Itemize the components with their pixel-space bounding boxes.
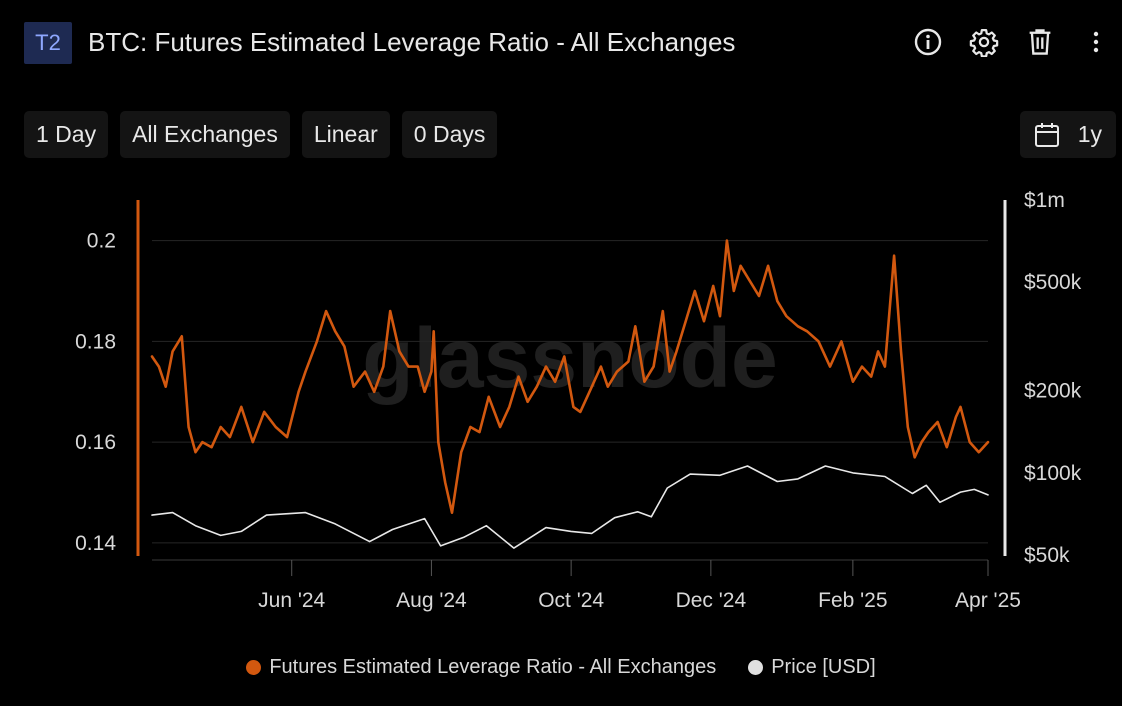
legend-item-leverage[interactable]: Futures Estimated Leverage Ratio - All E… [246, 656, 716, 679]
y-left-tick-label: 0.18 [75, 330, 116, 353]
legend-swatch [748, 660, 764, 675]
sma-selector[interactable]: 0 Days [401, 111, 498, 158]
header-actions [890, 24, 1114, 60]
y-right-tick-label: $500k [1024, 271, 1082, 294]
chart-title: BTC: Futures Estimated Leverage Ratio - … [88, 27, 736, 57]
legend-label: Price [USD] [771, 656, 876, 678]
gear-icon[interactable] [966, 24, 1002, 60]
y-right-tick-label: $200k [1024, 380, 1082, 403]
chart-legend: Futures Estimated Leverage Ratio - All E… [0, 656, 1122, 679]
y-left-tick-label: 0.16 [75, 431, 116, 454]
x-tick-label: Oct '24 [538, 589, 604, 612]
scale-selector[interactable]: Linear [301, 111, 390, 158]
y-right-tick-label: $100k [1024, 462, 1082, 485]
price-line [151, 465, 989, 549]
chart-tier-badge: T2 [24, 22, 72, 64]
exchange-selector[interactable]: All Exchanges [120, 111, 290, 158]
calendar-icon [1034, 122, 1059, 147]
chart-toolbar: 1 Day All Exchanges Linear 0 Days [24, 111, 509, 158]
x-tick-label: Dec '24 [676, 589, 747, 612]
y-left-tick-label: 0.14 [75, 532, 116, 555]
y-left-tick-label: 0.2 [87, 230, 116, 253]
more-vertical-icon[interactable] [1078, 24, 1114, 60]
legend-label: Futures Estimated Leverage Ratio - All E… [269, 656, 717, 678]
x-tick-label: Feb '25 [818, 589, 887, 612]
trash-icon[interactable] [1022, 24, 1058, 60]
chart-plot: glassnode 0.140.160.180.2$50k$100k$200k$… [75, 189, 1082, 612]
x-tick-label: Jun '24 [258, 589, 325, 612]
legend-swatch [246, 660, 262, 675]
resolution-selector[interactable]: 1 Day [24, 111, 109, 158]
date-range-selector[interactable]: 1y [1019, 111, 1116, 158]
y-right-tick-label: $50k [1024, 544, 1070, 567]
x-tick-label: Aug '24 [396, 589, 467, 612]
date-range-label: 1y [1077, 121, 1102, 147]
leverage-ratio-line [150, 239, 990, 514]
info-icon[interactable] [910, 24, 946, 60]
legend-item-price[interactable]: Price [USD] [748, 656, 876, 679]
x-tick-label: Apr '25 [955, 589, 1021, 612]
y-right-tick-label: $1m [1024, 189, 1065, 212]
